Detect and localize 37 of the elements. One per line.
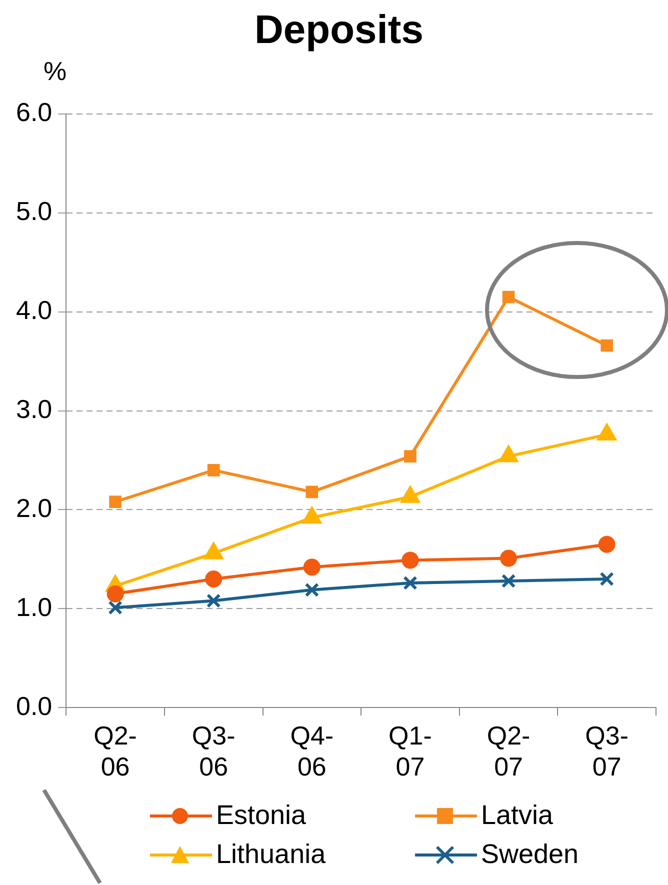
- point: [402, 552, 419, 569]
- legend-label: Latvia: [481, 800, 554, 831]
- point: [598, 536, 616, 553]
- y-tick-label: 1.0: [16, 592, 52, 622]
- x-tick-label: Q2-06: [94, 720, 137, 782]
- legend-label: Sweden: [481, 839, 579, 870]
- x-tick-label: Q3-07: [585, 720, 629, 782]
- x-tick-label: Q3-06: [192, 720, 236, 782]
- x-tick-label: Q2-07: [486, 720, 530, 782]
- point: [600, 339, 613, 352]
- y-tick-label: 6.0: [16, 97, 52, 128]
- legend-label: Estonia: [216, 800, 306, 831]
- point: [404, 450, 416, 462]
- y-axis-title: %: [43, 56, 67, 86]
- y-tick-label: 3.0: [16, 394, 52, 424]
- point: [106, 585, 124, 602]
- point: [207, 464, 220, 476]
- y-tick-label: 0.0: [16, 690, 52, 721]
- point: [306, 486, 318, 498]
- point: [502, 290, 515, 304]
- y-tick-label: 2.0: [16, 492, 52, 523]
- chart-title: Deposits: [254, 8, 424, 52]
- point: [206, 594, 221, 608]
- x-tick-label: Q1-07: [388, 720, 432, 782]
- point: [600, 572, 614, 586]
- point: [205, 570, 222, 588]
- point: [501, 574, 516, 588]
- point: [500, 550, 518, 567]
- point: [303, 558, 320, 576]
- point: [108, 600, 122, 615]
- y-tick-label: 5.0: [16, 196, 52, 226]
- y-tick-label: 4.0: [16, 295, 52, 326]
- point: [109, 496, 122, 508]
- legend-label: Lithuania: [216, 839, 326, 870]
- point: [304, 582, 320, 598]
- x-tick-label: Q4-06: [290, 720, 334, 782]
- point: [403, 576, 418, 590]
